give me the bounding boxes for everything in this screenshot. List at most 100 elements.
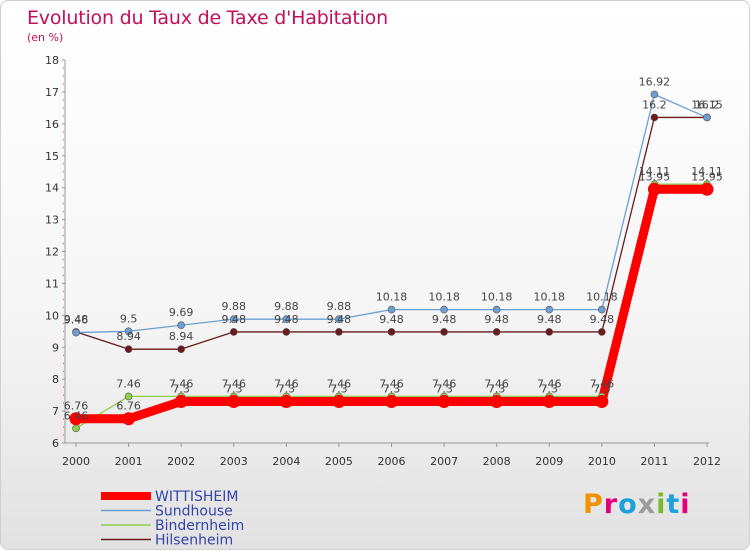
data-label-bindernheim: 7.46 <box>537 377 562 390</box>
data-label-bindernheim: 7.46 <box>590 377 615 390</box>
data-point-sundhouse <box>598 305 606 314</box>
data-point-wittisheim <box>595 395 609 409</box>
data-label-bindernheim: 6.46 <box>64 409 89 422</box>
data-label-hilsenheim: 9.48 <box>274 313 299 326</box>
data-label-bindernheim: 14.11 <box>639 165 671 178</box>
data-label-sundhouse: 9.69 <box>169 306 194 319</box>
x-tick-label: 2011 <box>640 455 668 468</box>
x-tick-label: 2012 <box>693 455 721 468</box>
data-point-wittisheim <box>437 395 451 409</box>
data-label-sundhouse: 16.15 <box>691 98 723 111</box>
data-point-hilsenheim <box>229 328 238 336</box>
data-label-bindernheim: 7.46 <box>432 377 457 390</box>
data-label-wittisheim: 7.3 <box>172 383 190 396</box>
data-point-hilsenheim <box>282 328 291 336</box>
proxiti-logo: Proxiti <box>583 489 691 520</box>
data-point-wittisheim <box>122 412 136 426</box>
data-label-bindernheim: 7.46 <box>379 377 404 390</box>
data-label-bindernheim: 7.46 <box>222 377 247 390</box>
data-label-hilsenheim: 8.94 <box>169 330 194 343</box>
logo-letter: x <box>637 489 657 520</box>
y-tick-label: 8 <box>52 373 59 386</box>
chart-unit: (en %) <box>27 31 64 44</box>
data-label-bindernheim: 7.46 <box>116 377 141 390</box>
data-label-wittisheim: 7.3 <box>435 383 453 396</box>
data-label-wittisheim: 7.3 <box>225 383 243 396</box>
y-tick-label: 9 <box>52 341 59 354</box>
data-point-hilsenheim <box>124 345 133 353</box>
legend-label-sundhouse: Sundhouse <box>155 504 233 520</box>
x-tick-label: 2010 <box>588 455 616 468</box>
y-tick-label: 12 <box>45 246 59 259</box>
data-label-sundhouse: 9.88 <box>327 300 352 313</box>
data-label-wittisheim: 6.76 <box>64 400 89 413</box>
data-point-sundhouse <box>440 305 448 314</box>
data-point-sundhouse <box>492 305 501 314</box>
data-point-hilsenheim <box>650 113 659 122</box>
logo-letter: t <box>666 489 681 520</box>
data-point-bindernheim <box>72 424 80 433</box>
data-label-hilsenheim: 9.48 <box>327 313 352 326</box>
legend-label-wittisheim: WITTISHEIM <box>155 489 238 505</box>
data-label-hilsenheim: 9.48 <box>222 313 247 326</box>
logo-letter: i <box>680 489 691 520</box>
y-tick-label: 18 <box>45 54 59 67</box>
data-point-hilsenheim <box>387 328 396 336</box>
y-tick-label: 16 <box>45 118 59 131</box>
data-point-hilsenheim <box>492 328 501 336</box>
data-point-wittisheim <box>279 395 293 409</box>
chart-title: Evolution du Taux de Taxe d'Habitation <box>27 7 388 29</box>
x-tick-label: 2000 <box>62 455 90 468</box>
data-label-wittisheim: 13.95 <box>639 170 671 183</box>
data-label-wittisheim: 7.3 <box>383 383 401 396</box>
x-tick-label: 2007 <box>430 455 458 468</box>
legend-label-hilsenheim: Hilsenheim <box>155 533 233 549</box>
data-label-sundhouse: 10.18 <box>428 291 460 304</box>
data-point-hilsenheim <box>545 328 554 336</box>
data-label-bindernheim: 7.46 <box>327 377 352 390</box>
data-point-sundhouse <box>335 315 343 323</box>
data-label-bindernheim: 14.11 <box>691 165 723 178</box>
data-label-sundhouse: 10.18 <box>586 291 618 304</box>
data-point-wittisheim <box>174 395 188 409</box>
x-tick-label: 2009 <box>535 455 563 468</box>
data-label-wittisheim: 7.3 <box>488 383 506 396</box>
data-point-wittisheim <box>700 182 714 196</box>
data-label-sundhouse: 10.18 <box>481 291 513 304</box>
y-tick-label: 6 <box>52 437 59 450</box>
data-point-sundhouse <box>545 305 554 314</box>
data-label-wittisheim: 7.3 <box>278 383 296 396</box>
data-point-sundhouse <box>650 90 659 99</box>
data-point-hilsenheim <box>598 328 606 336</box>
x-tick-label: 2006 <box>378 455 406 468</box>
y-tick-label: 10 <box>45 309 59 322</box>
data-label-bindernheim: 7.46 <box>274 377 299 390</box>
data-label-hilsenheim: 8.94 <box>116 330 141 343</box>
x-tick-label: 2004 <box>272 455 300 468</box>
data-label-wittisheim: 7.3 <box>330 383 348 396</box>
data-point-sundhouse <box>387 305 396 314</box>
data-point-bindernheim <box>124 392 133 401</box>
data-point-hilsenheim <box>440 328 448 336</box>
data-point-wittisheim <box>542 395 556 409</box>
data-label-wittisheim: 7.3 <box>593 383 611 396</box>
data-label-sundhouse: 9.5 <box>120 312 138 325</box>
data-point-wittisheim <box>490 395 504 409</box>
x-tick-label: 2003 <box>220 455 248 468</box>
data-label-hilsenheim: 9.48 <box>484 313 509 326</box>
data-point-hilsenheim <box>335 328 343 336</box>
data-point-sundhouse <box>124 327 133 336</box>
y-tick-label: 14 <box>45 182 59 195</box>
data-label-sundhouse: 16.92 <box>639 75 671 88</box>
data-label-wittisheim: 6.76 <box>116 400 141 413</box>
data-label-wittisheim: 13.95 <box>691 170 723 183</box>
logo-letter: i <box>656 489 667 520</box>
data-label-sundhouse: 10.18 <box>376 291 408 304</box>
y-tick-label: 7 <box>52 405 59 418</box>
data-label-sundhouse: 10.18 <box>534 291 566 304</box>
data-label-wittisheim: 7.3 <box>541 383 559 396</box>
data-point-sundhouse <box>229 315 238 323</box>
y-tick-label: 15 <box>45 150 59 163</box>
data-point-wittisheim <box>385 395 398 409</box>
